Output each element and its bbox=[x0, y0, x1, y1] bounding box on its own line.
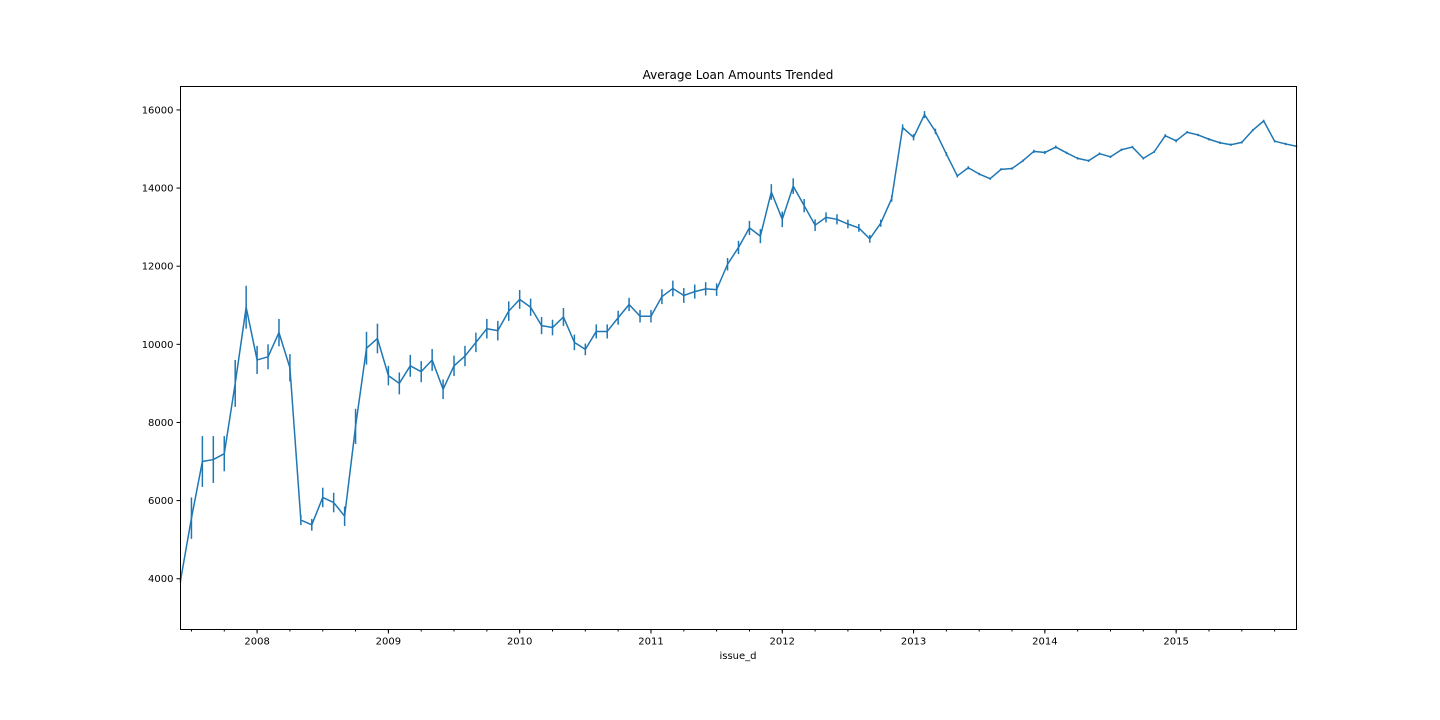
y-tick-label: 12000 bbox=[142, 262, 174, 273]
y-tick-label: 6000 bbox=[148, 496, 173, 507]
x-tick-label: 2011 bbox=[638, 637, 663, 648]
series-group bbox=[179, 111, 1298, 583]
x-tick-label: 2008 bbox=[244, 637, 269, 648]
x-tick-label: 2010 bbox=[507, 637, 532, 648]
x-axis-label: issue_d bbox=[719, 651, 756, 662]
y-tick-label: 10000 bbox=[142, 340, 174, 351]
axes: 4000 6000 8000 10000 12000 14000 16000 2008 2009… bbox=[142, 105, 1276, 648]
series-line bbox=[179, 113, 1297, 581]
chart-title: Average Loan Amounts Trended bbox=[643, 68, 834, 82]
x-tick-label: 2014 bbox=[1032, 637, 1057, 648]
plot-frame bbox=[180, 86, 1297, 630]
y-tick-label: 16000 bbox=[142, 105, 174, 116]
y-tick-label: 14000 bbox=[142, 184, 174, 195]
x-tick-label: 2013 bbox=[901, 637, 926, 648]
x-tick-label: 2012 bbox=[770, 637, 795, 648]
y-tick-label: 4000 bbox=[148, 574, 173, 585]
y-tick-label: 8000 bbox=[148, 418, 173, 429]
x-tick-label: 2009 bbox=[376, 637, 401, 648]
x-tick-label: 2015 bbox=[1163, 637, 1188, 648]
